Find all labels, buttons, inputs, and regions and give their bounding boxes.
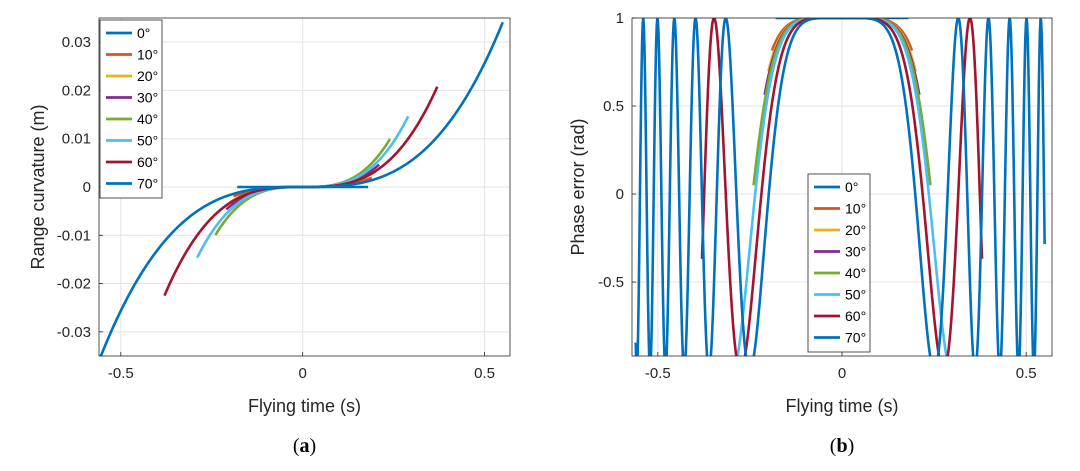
series-line-40deg [752, 18, 932, 186]
legend-label: 60° [845, 308, 866, 324]
series-line-70deg [634, 18, 1046, 356]
series-line-60deg [700, 18, 984, 356]
y-tick-label: 0 [83, 179, 91, 196]
legend-b: 0° 10° 20° 30° 40° 50° 60° 70° [807, 173, 871, 353]
x-tick-label: 0.5 [1016, 365, 1037, 382]
legend-box [807, 173, 871, 353]
y-tick-label: -0.5 [598, 274, 624, 291]
y-axis-label-a: Range curvature (m) [28, 104, 48, 269]
legend-label: 10° [137, 47, 158, 63]
y-tick-label: 0.02 [62, 82, 91, 99]
x-axis-label-b: Flying time (s) [785, 396, 898, 416]
series-lines-a [99, 21, 504, 356]
legend-label: 0° [845, 179, 858, 195]
legend-label: 10° [845, 201, 866, 217]
legend-a: 0° 10° 20° 30° 40° 50° 60° 70° [99, 19, 163, 199]
y-ticks-b: -0.5 0 0.5 1 [598, 10, 636, 291]
y-tick-label: -0.01 [57, 227, 91, 244]
panel-a: -0.5 0 0.5 -0.03 -0.02 -0.01 0 0.01 0.02 0.03 Fl… [28, 17, 511, 457]
y-tick-label: 0.03 [62, 34, 91, 51]
caption-a: (a) [293, 435, 316, 457]
y-tick-label: 0.5 [603, 98, 624, 115]
legend-label: 60° [137, 154, 158, 170]
x-tick-label: 0.5 [474, 365, 495, 382]
x-axis-label-a: Flying time (s) [248, 396, 361, 416]
x-ticks-b: -0.5 0 0.5 [645, 352, 1037, 382]
series-line-50deg [736, 18, 948, 356]
x-tick-label: -0.5 [645, 365, 671, 382]
y-tick-label: 1 [616, 10, 624, 27]
series-lines-b [634, 18, 1046, 356]
x-tick-label: 0 [299, 365, 307, 382]
y-tick-label: 0 [616, 186, 624, 203]
panel-b: -0.5 0 0.5 -0.5 0 0.5 1 Flying time (s) Phase… [568, 10, 1053, 457]
x-tick-label: 0 [838, 365, 846, 382]
legend-box [99, 19, 163, 199]
x-tick-label: -0.5 [108, 365, 134, 382]
legend-label: 0° [137, 25, 150, 41]
legend-label: 30° [845, 244, 866, 260]
legend-label: 50° [845, 287, 866, 303]
y-ticks-a: -0.03 -0.02 -0.01 0 0.01 0.02 0.03 [57, 34, 103, 341]
y-tick-label: -0.02 [57, 276, 91, 293]
legend-label: 70° [137, 176, 158, 192]
y-axis-label-b: Phase error (rad) [568, 118, 588, 255]
x-ticks-a: -0.5 0 0.5 [108, 352, 495, 382]
legend-label: 50° [137, 133, 158, 149]
legend-label: 70° [845, 330, 866, 346]
legend-label: 30° [137, 90, 158, 106]
y-tick-label: -0.03 [57, 324, 91, 341]
series-line-70deg [99, 21, 504, 356]
legend-label: 20° [137, 68, 158, 84]
legend-label: 20° [845, 222, 866, 238]
legend-label: 40° [137, 111, 158, 127]
y-tick-label: 0.01 [62, 131, 91, 148]
legend-label: 40° [845, 265, 866, 281]
caption-b: (b) [830, 435, 854, 457]
